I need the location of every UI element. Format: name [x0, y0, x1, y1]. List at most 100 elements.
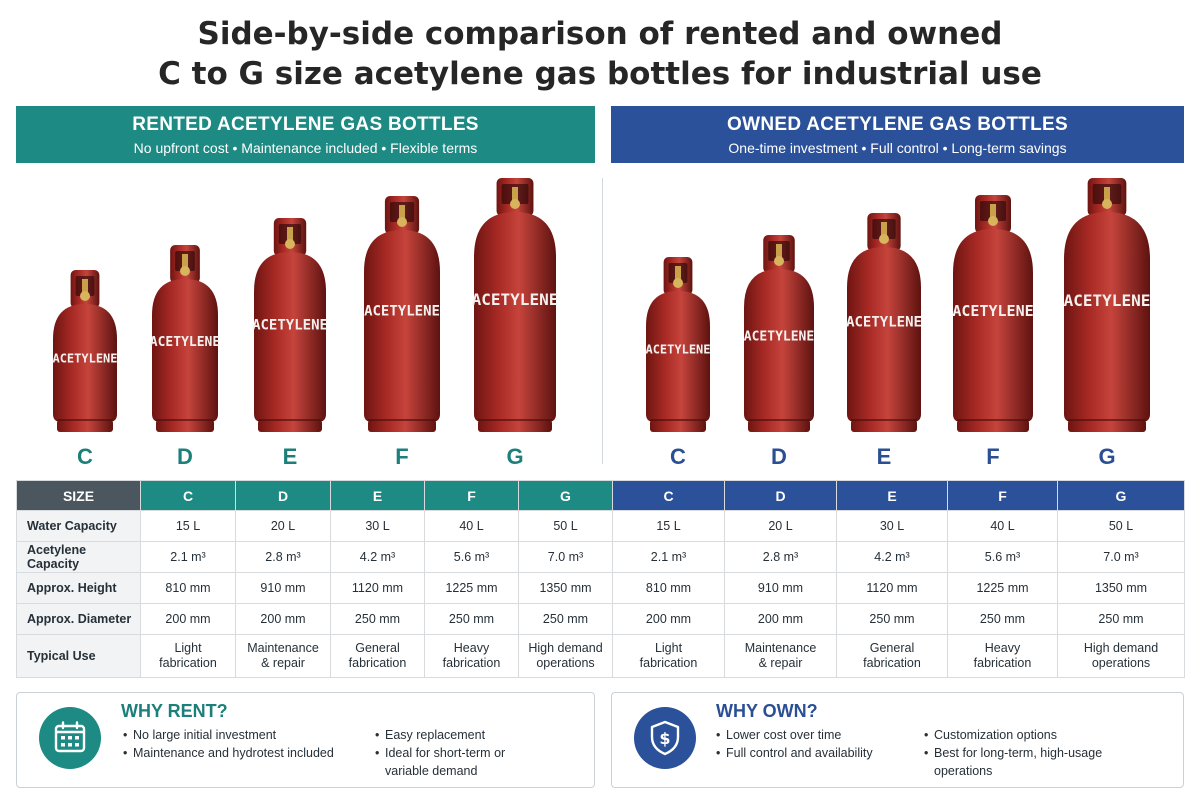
list-item: Customization options — [924, 726, 1144, 744]
table-cell: 2.1 m³ — [612, 541, 725, 573]
table-cell: High demand operations — [518, 634, 613, 678]
rent-size-label: E — [282, 444, 298, 469]
rent-bottle-g: ACETYLENE — [470, 178, 560, 432]
shield-dollar-icon: $ — [634, 707, 696, 769]
table-cell: 7.0 m³ — [518, 541, 613, 573]
calendar-icon — [39, 707, 101, 769]
own-size-header: F — [947, 480, 1058, 511]
cell-line: fabrication — [973, 656, 1032, 670]
cell-line: Maintenance — [744, 641, 817, 655]
spec-table: SIZE C D E F G C D E F G Water Capacity 1… — [16, 480, 1185, 678]
table-cell: 4.2 m³ — [836, 541, 948, 573]
rent-size-header: C — [140, 480, 236, 511]
cell-line: & repair — [261, 656, 305, 670]
rent-size-header: F — [424, 480, 519, 511]
own-size-header: C — [612, 480, 725, 511]
table-cell: 250 mm — [836, 603, 948, 635]
table-cell: 910 mm — [724, 572, 837, 604]
table-cell: 1225 mm — [947, 572, 1058, 604]
table-cell: 250 mm — [1057, 603, 1185, 635]
table-row: Water Capacity 15 L 20 L 30 L 40 L 50 L 15 L 20… — [16, 510, 1185, 542]
table-cell: 20 L — [724, 510, 837, 542]
own-size-label: C — [670, 444, 686, 469]
svg-text:$: $ — [659, 729, 670, 748]
own-bottle-c: ACETYLENE — [642, 257, 714, 432]
bottle-label: ACETYLENE — [952, 302, 1033, 320]
own-bottle-d: ACETYLENE — [740, 235, 818, 432]
table-cell: 4.2 m³ — [330, 541, 425, 573]
cell-line: Light — [174, 641, 202, 655]
table-cell: 15 L — [140, 510, 236, 542]
table-cell: 2.8 m³ — [724, 541, 837, 573]
cell-line: General — [869, 641, 915, 655]
rented-banner: RENTED ACETYLENE GAS BOTTLES No upfront … — [16, 106, 595, 163]
table-cell: 250 mm — [947, 603, 1058, 635]
owned-banner-title: OWNED ACETYLENE GAS BOTTLES — [727, 114, 1068, 135]
rent-bottle-d: ACETYLENE — [148, 245, 222, 432]
title-line-1: Side-by-side comparison of rented and ow… — [197, 16, 1003, 52]
own-size-label: E — [876, 444, 892, 469]
why-rent-list-2: Easy replacement Ideal for short-term or… — [375, 726, 575, 780]
table-cell: 7.0 m³ — [1057, 541, 1185, 573]
own-size-label: D — [771, 444, 787, 469]
bottle-label: ACETYLENE — [472, 290, 559, 309]
cell-line: fabrication — [159, 656, 217, 670]
rent-size-header: G — [518, 480, 613, 511]
bottle-label: ACETYLENE — [645, 343, 710, 357]
rent-bottle-f: ACETYLENE — [360, 196, 444, 432]
owned-banner: OWNED ACETYLENE GAS BOTTLES One-time inv… — [611, 106, 1184, 163]
table-cell: 5.6 m³ — [424, 541, 519, 573]
rent-size-label: F — [395, 444, 409, 469]
bottle-label: ACETYLENE — [744, 329, 814, 344]
own-bottle-f: ACETYLENE — [949, 195, 1037, 432]
table-cell: High demand operations — [1057, 634, 1185, 678]
table-cell: 200 mm — [724, 603, 837, 635]
table-cell: Maintenance & repair — [235, 634, 331, 678]
table-cell: 30 L — [836, 510, 948, 542]
cell-line: fabrication — [348, 656, 407, 670]
rent-bottle-c: ACETYLENE — [49, 270, 121, 432]
section-divider — [602, 178, 603, 464]
why-own-list-2: Customization options Best for long-term… — [924, 726, 1144, 780]
row-label: Typical Use — [16, 634, 141, 678]
table-cell: 40 L — [947, 510, 1058, 542]
cell-line: Maintenance — [247, 641, 319, 655]
rent-size-label: D — [177, 444, 193, 469]
table-cell: 50 L — [518, 510, 613, 542]
table-cell: 30 L — [330, 510, 425, 542]
table-cell: Light fabrication — [140, 634, 236, 678]
page-title: Side-by-side comparison of rented and ow… — [0, 14, 1200, 94]
owned-banner-subtitle: One-time investment • Full control • Lon… — [728, 140, 1067, 156]
cell-line: Heavy — [453, 641, 490, 655]
why-rent-list-1: No large initial investment Maintenance … — [123, 726, 363, 762]
rent-bottle-e: ACETYLENE — [250, 218, 330, 432]
table-cell: 250 mm — [518, 603, 613, 635]
title-line-2: C to G size acetylene gas bottles for in… — [158, 56, 1042, 92]
why-own-list-1: Lower cost over time Full control and av… — [716, 726, 906, 762]
list-item: Maintenance and hydrotest included — [123, 744, 363, 762]
list-item: Easy replacement — [375, 726, 575, 744]
own-bottle-g: ACETYLENE — [1060, 178, 1154, 432]
own-size-label: G — [1098, 444, 1116, 469]
table-cell: Maintenance & repair — [724, 634, 837, 678]
why-rent-title: WHY RENT? — [121, 701, 228, 721]
cell-line: operations — [536, 656, 595, 670]
rent-size-label: G — [506, 444, 524, 469]
list-item: Full control and availability — [716, 744, 906, 762]
list-item: Ideal for short-term or variable demand — [375, 744, 525, 780]
rent-size-label: C — [77, 444, 93, 469]
rented-banner-title: RENTED ACETYLENE GAS BOTTLES — [132, 114, 479, 135]
table-cell: 1350 mm — [518, 572, 613, 604]
own-size-header: E — [836, 480, 948, 511]
table-row: Acetylene Capacity 2.1 m³ 2.8 m³ 4.2 m³ 5.6 … — [16, 541, 1185, 573]
table-cell: 200 mm — [140, 603, 236, 635]
spec-table-header-row: SIZE C D E F G C D E F G — [16, 480, 1185, 511]
table-cell: Heavy fabrication — [424, 634, 519, 678]
list-item: No large initial investment — [123, 726, 363, 744]
table-cell: Light fabrication — [612, 634, 725, 678]
table-row: Approx. Height 810 mm 910 mm 1120 mm 1225 mm… — [16, 572, 1185, 604]
own-size-header: G — [1057, 480, 1185, 511]
cell-line: Light — [654, 641, 683, 655]
table-cell: 15 L — [612, 510, 725, 542]
table-cell: 50 L — [1057, 510, 1185, 542]
